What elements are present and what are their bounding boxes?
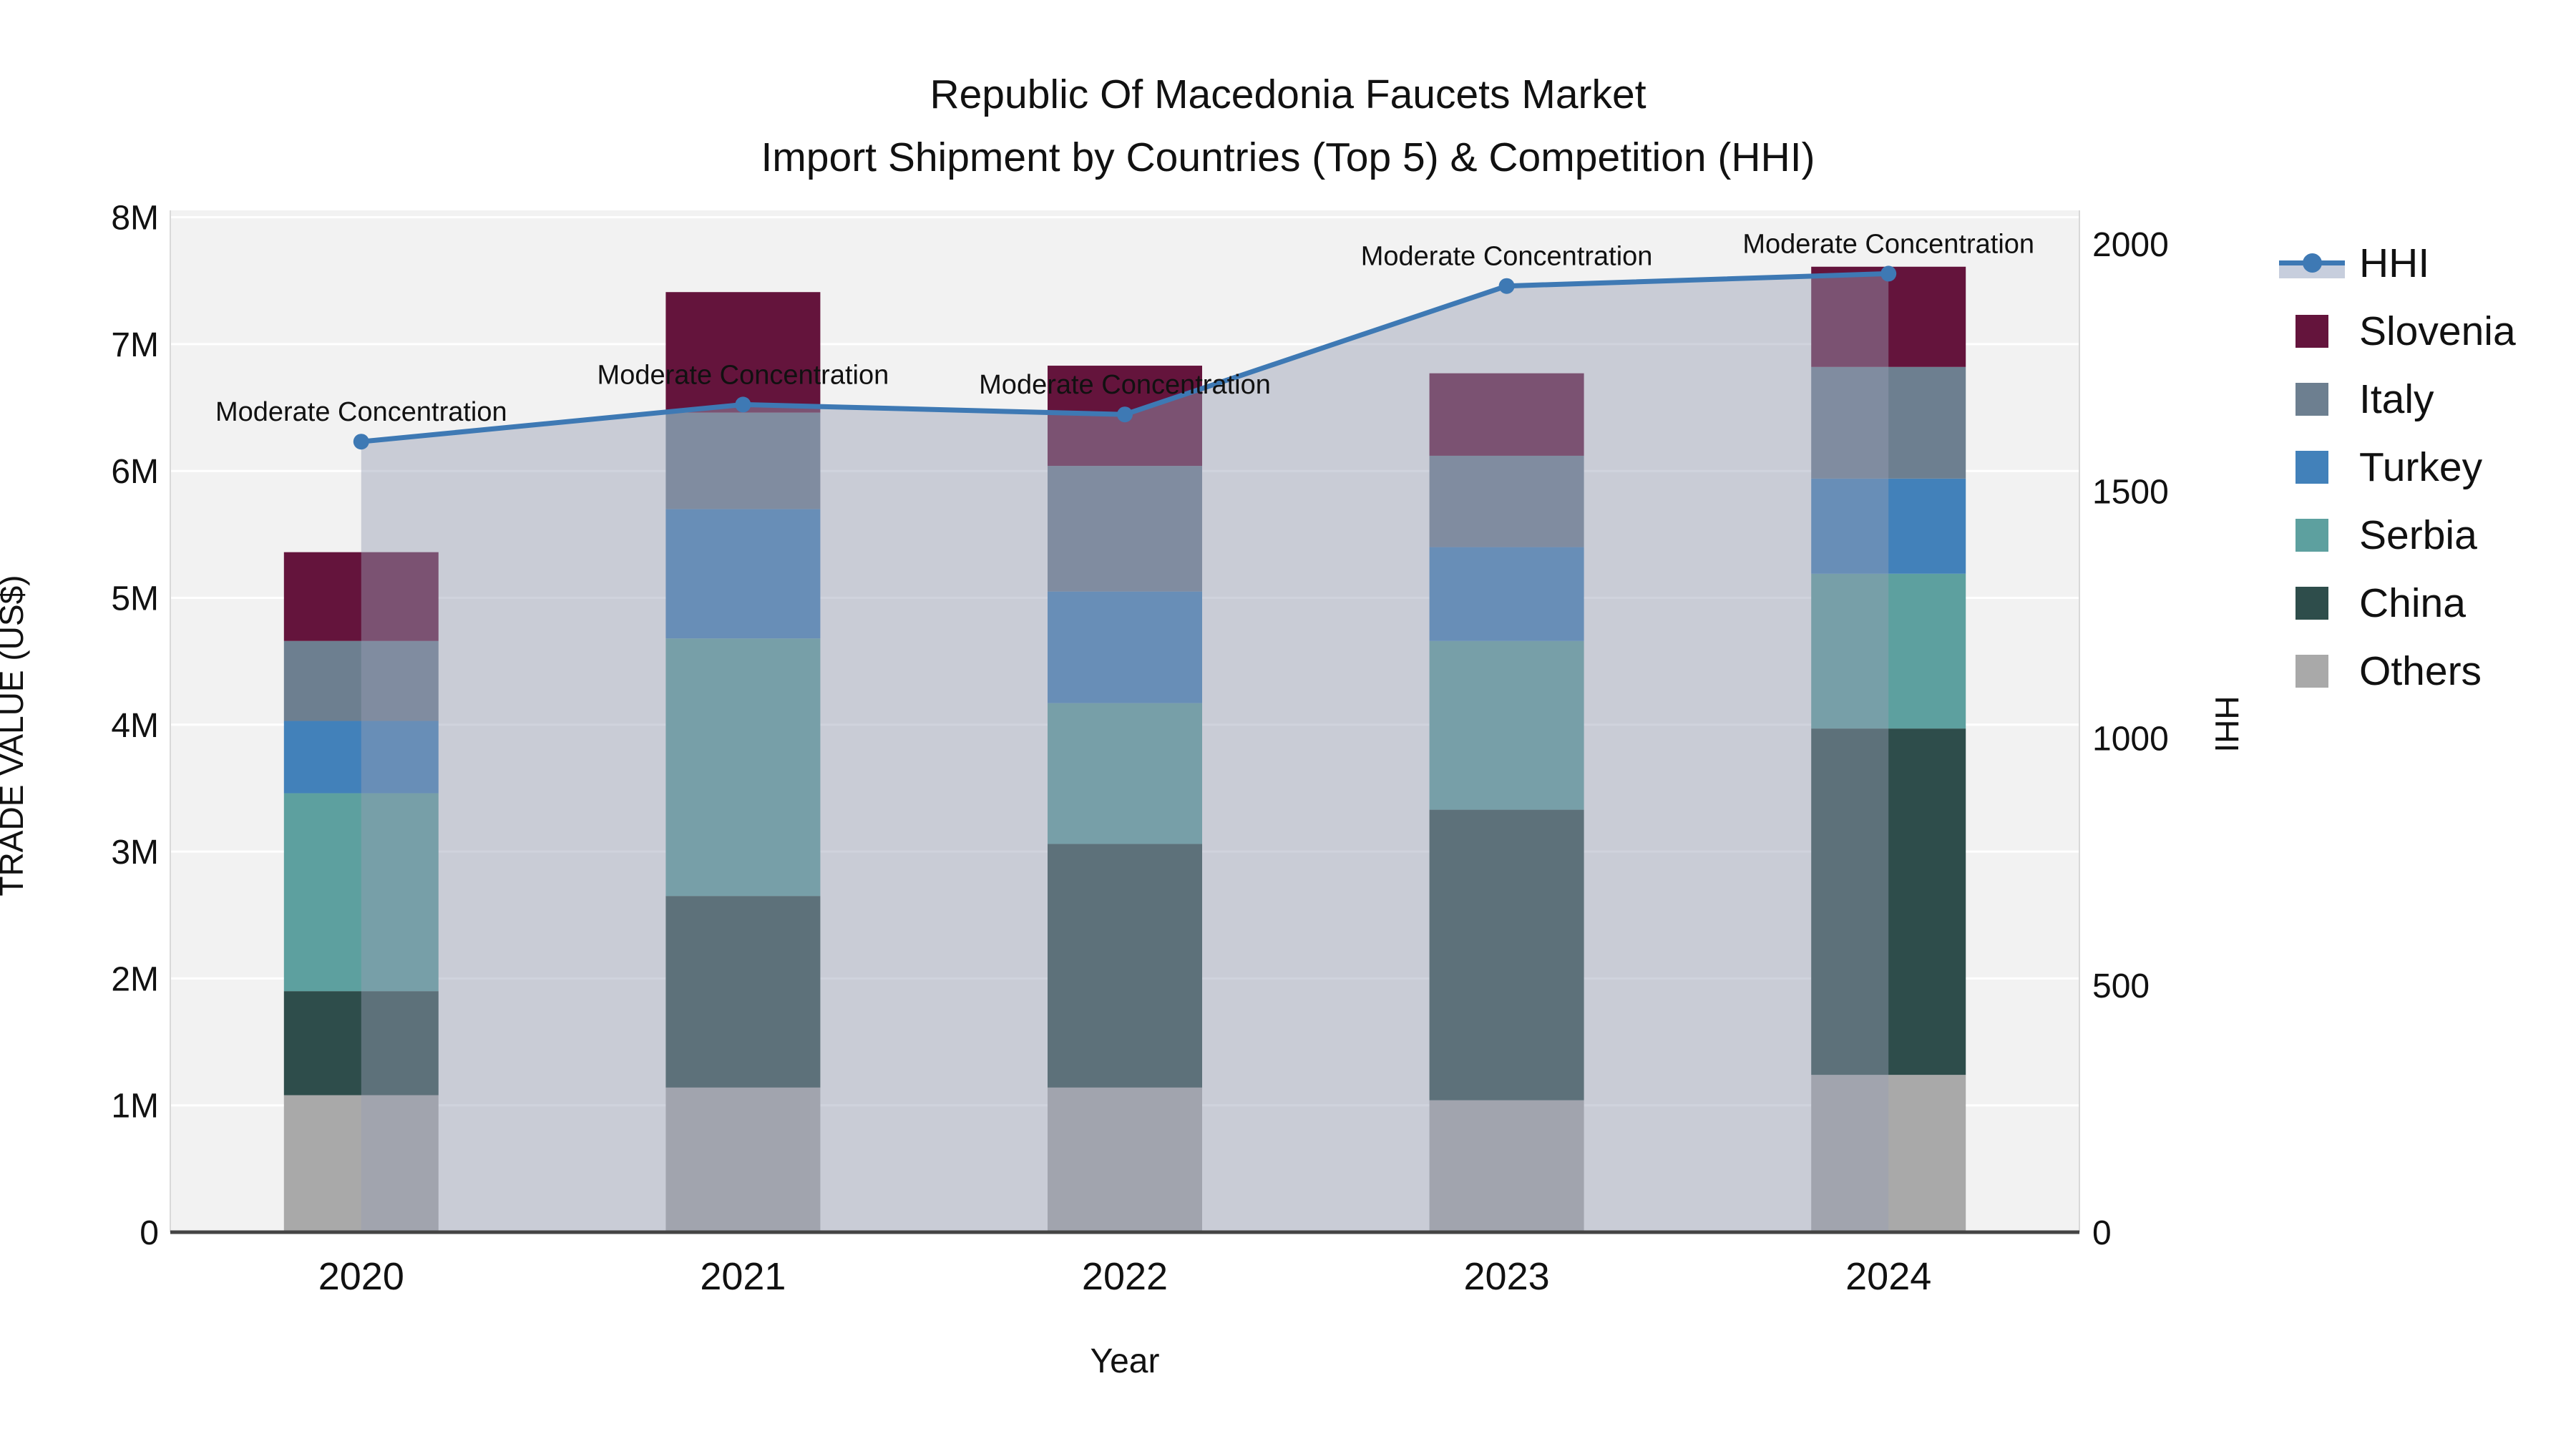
bar-segment-china-2021[interactable] <box>665 896 821 1088</box>
annotation-2021: Moderate Concentration <box>597 360 889 390</box>
bar-segment-serbia-2021[interactable] <box>665 638 821 897</box>
legend-item-italy[interactable]: Italy <box>2279 365 2516 433</box>
y-left-tick-0: 0 <box>140 1214 159 1252</box>
y-right-tick-2000: 2000 <box>2092 226 2169 264</box>
bar-segment-turkey-2023[interactable] <box>1429 547 1584 641</box>
legend-item-turkey[interactable]: Turkey <box>2279 433 2516 501</box>
bar-segment-slovenia-2020[interactable] <box>283 552 439 641</box>
legend-label: Others <box>2359 648 2482 694</box>
y-left-axis-title: TRADE VALUE (US$) <box>0 575 30 896</box>
x-tick-2023: 2023 <box>1464 1255 1550 1298</box>
y-right-axis-title: HHI <box>2208 696 2245 752</box>
legend-label: Slovenia <box>2359 308 2516 354</box>
bar-segment-others-2024[interactable] <box>1811 1075 1966 1232</box>
bar-segment-china-2024[interactable] <box>1811 728 1966 1075</box>
bar-segment-turkey-2022[interactable] <box>1048 591 1202 703</box>
bar-segment-china-2023[interactable] <box>1429 809 1584 1101</box>
y-left-tick-8M: 8M <box>111 200 159 238</box>
bar-segment-turkey-2020[interactable] <box>283 721 439 794</box>
y-left-tick-3M: 3M <box>111 834 159 872</box>
x-axis-title: Year <box>1091 1342 1160 1380</box>
annotation-2020: Moderate Concentration <box>215 397 507 427</box>
y-left-tick-6M: 6M <box>111 453 159 491</box>
legend-item-hhi[interactable]: HHI <box>2279 229 2516 297</box>
hhi-marker-2023[interactable] <box>1498 278 1515 294</box>
legend: HHI Slovenia Italy Turkey Serbia China Others <box>2279 229 2516 705</box>
x-tick-2020: 2020 <box>318 1255 404 1298</box>
legend-item-slovenia[interactable]: Slovenia <box>2279 297 2516 365</box>
hhi-line-marker-icon <box>2279 229 2345 297</box>
y-left-tick-2M: 2M <box>111 960 159 998</box>
chart-title: Republic Of Macedonia Faucets Market Imp… <box>0 63 2576 189</box>
legend-swatch-icon <box>2279 569 2345 637</box>
y-left-tick-5M: 5M <box>111 580 159 618</box>
bar-segment-others-2020[interactable] <box>283 1095 439 1232</box>
y-right-tick-0: 0 <box>2092 1214 2112 1252</box>
y-right-tick-1000: 1000 <box>2092 721 2169 758</box>
y-left-tick-4M: 4M <box>111 707 159 745</box>
hhi-area-fill <box>361 273 1889 1233</box>
bar-segment-china-2020[interactable] <box>283 991 439 1096</box>
x-tick-2022: 2022 <box>1082 1255 1168 1298</box>
bar-segment-china-2022[interactable] <box>1048 844 1202 1088</box>
legend-label: China <box>2359 580 2466 626</box>
bar-segment-serbia-2020[interactable] <box>283 793 439 992</box>
chart-title-line1: Republic Of Macedonia Faucets Market <box>930 72 1646 117</box>
annotation-2022: Moderate Concentration <box>979 370 1271 400</box>
bar-segment-slovenia-2021[interactable] <box>665 292 821 413</box>
x-tick-2021: 2021 <box>700 1255 786 1298</box>
bar-segment-others-2022[interactable] <box>1048 1087 1202 1232</box>
bar-segment-others-2021[interactable] <box>665 1087 821 1232</box>
bar-segment-serbia-2024[interactable] <box>1811 573 1966 729</box>
legend-swatch-icon <box>2279 637 2345 705</box>
legend-item-serbia[interactable]: Serbia <box>2279 501 2516 569</box>
y-left-tick-7M: 7M <box>111 326 159 364</box>
annotation-2023: Moderate Concentration <box>1361 242 1653 272</box>
bar-segment-slovenia-2024[interactable] <box>1811 266 1966 367</box>
bar-segment-serbia-2023[interactable] <box>1429 640 1584 810</box>
chart-title-line2: Import Shipment by Countries (Top 5) & C… <box>761 135 1815 180</box>
legend-label: Serbia <box>2359 512 2477 558</box>
annotation-2024: Moderate Concentration <box>1742 229 2034 259</box>
bar-segment-slovenia-2023[interactable] <box>1429 373 1584 456</box>
legend-swatch-icon <box>2279 433 2345 501</box>
legend-item-others[interactable]: Others <box>2279 637 2516 705</box>
bar-segment-italy-2020[interactable] <box>283 640 439 721</box>
hhi-marker-2024[interactable] <box>1880 265 1897 282</box>
legend-label: Turkey <box>2359 444 2483 490</box>
y-right-tick-500: 500 <box>2092 967 2150 1005</box>
bar-segment-italy-2022[interactable] <box>1048 466 1202 592</box>
bar-segment-turkey-2024[interactable] <box>1811 478 1966 574</box>
y-left-tick-1M: 1M <box>111 1088 159 1126</box>
bar-segment-turkey-2021[interactable] <box>665 509 821 639</box>
legend-swatch-icon <box>2279 297 2345 365</box>
legend-swatch-icon <box>2279 365 2345 433</box>
x-tick-2024: 2024 <box>1845 1255 1931 1298</box>
bar-segment-serbia-2022[interactable] <box>1048 703 1202 844</box>
hhi-marker-2022[interactable] <box>1117 406 1133 423</box>
legend-swatch-icon <box>2279 501 2345 569</box>
legend-label: Italy <box>2359 376 2434 422</box>
legend-label: HHI <box>2359 240 2430 286</box>
hhi-marker-2021[interactable] <box>735 396 751 413</box>
legend-item-china[interactable]: China <box>2279 569 2516 637</box>
hhi-marker-2020[interactable] <box>353 434 369 450</box>
bar-segment-italy-2023[interactable] <box>1429 455 1584 547</box>
bar-segment-italy-2024[interactable] <box>1811 366 1966 479</box>
bar-segment-others-2023[interactable] <box>1429 1100 1584 1232</box>
bar-segment-italy-2021[interactable] <box>665 412 821 509</box>
y-right-tick-1500: 1500 <box>2092 473 2169 511</box>
